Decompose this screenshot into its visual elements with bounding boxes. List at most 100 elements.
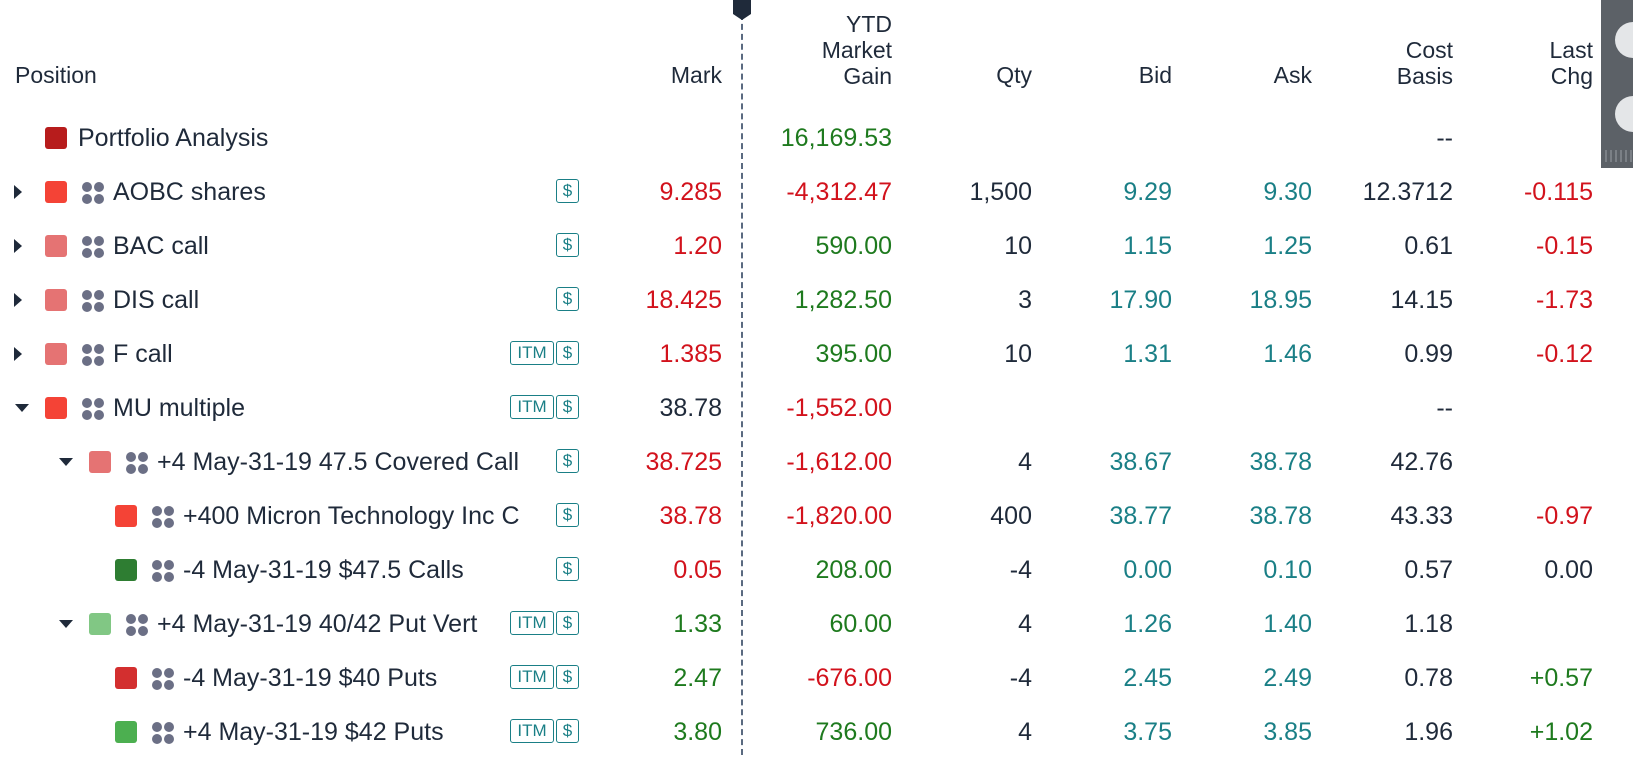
dollar-badge[interactable]: $ <box>556 449 579 473</box>
header-bid[interactable]: Bid <box>1138 62 1172 88</box>
group-icon <box>82 344 104 366</box>
table-row[interactable]: BAC call $ 1.20 590.00 10 1.15 1.25 0.61… <box>0 219 1600 273</box>
header-last-line1: Last <box>1549 37 1593 63</box>
group-icon <box>82 236 104 258</box>
table-row[interactable]: +400 Micron Technology Inc C $ 38.78 -1,… <box>0 489 1600 543</box>
position-name: F call <box>113 340 173 368</box>
side-toolbar <box>1601 0 1633 168</box>
collapse-caret-icon[interactable] <box>56 435 76 489</box>
position-name: -4 May-31-19 $40 Puts <box>183 664 438 692</box>
ask-value: 3.85 <box>1263 718 1312 746</box>
expand-caret-icon[interactable] <box>10 165 30 219</box>
expand-caret-icon[interactable] <box>10 327 30 381</box>
dollar-badge[interactable]: $ <box>556 395 579 419</box>
color-swatch <box>115 559 137 581</box>
mark-value: 2.47 <box>673 664 722 692</box>
header-mark[interactable]: Mark <box>670 62 722 88</box>
cost-basis-value: 43.33 <box>1390 502 1453 530</box>
mark-value: 18.425 <box>645 286 722 314</box>
ytd-gain-value: 60.00 <box>829 610 892 638</box>
table-row[interactable]: -4 May-31-19 $47.5 Calls $ 0.05 208.00 -… <box>0 543 1600 597</box>
frozen-column-divider[interactable] <box>741 14 743 755</box>
group-icon <box>126 452 148 474</box>
ytd-gain-value: -1,612.00 <box>786 448 892 476</box>
group-icon <box>82 398 104 420</box>
header-cost-line1: Cost <box>1405 37 1453 63</box>
table-row[interactable]: +4 May-31-19 40/42 Put Vert ITM $ 1.33 6… <box>0 597 1600 651</box>
dollar-badge[interactable]: $ <box>556 557 579 581</box>
cost-basis-value: 14.15 <box>1390 286 1453 314</box>
table-row[interactable]: Portfolio Analysis 16,169.53 -- <box>0 111 1600 165</box>
copy-icon[interactable] <box>1615 22 1633 58</box>
mark-value: 38.78 <box>659 394 722 422</box>
dollar-badge[interactable]: $ <box>556 341 579 365</box>
ytd-gain-value: 1,282.50 <box>794 286 892 314</box>
header-ask[interactable]: Ask <box>1273 62 1312 88</box>
ytd-gain-value: -676.00 <box>807 664 892 692</box>
position-name: +400 Micron Technology Inc C <box>183 502 520 530</box>
expand-caret-icon[interactable] <box>10 219 30 273</box>
table-row[interactable]: +4 May-31-19 47.5 Covered Call $ 38.725 … <box>0 435 1600 489</box>
header-position[interactable]: Position <box>15 62 97 88</box>
color-swatch <box>45 181 67 203</box>
group-icon <box>152 506 174 528</box>
table-row[interactable]: DIS call $ 18.425 1,282.50 3 17.90 18.95… <box>0 273 1600 327</box>
cost-basis-value: 0.78 <box>1404 664 1453 692</box>
itm-badge[interactable]: ITM <box>510 719 554 743</box>
ask-value: 0.10 <box>1263 556 1312 584</box>
table-row[interactable]: F call ITM $ 1.385 395.00 10 1.31 1.46 0… <box>0 327 1600 381</box>
dollar-badge[interactable]: $ <box>556 503 579 527</box>
cost-basis-value: 12.3712 <box>1362 178 1453 206</box>
ask-value: 9.30 <box>1263 178 1312 206</box>
dollar-badge[interactable]: $ <box>556 665 579 689</box>
collapse-caret-icon[interactable] <box>12 381 32 435</box>
last-chg-value: -0.12 <box>1536 340 1593 368</box>
table-row[interactable]: +4 May-31-19 $42 Puts ITM $ 3.80 736.00 … <box>0 705 1600 759</box>
bid-value: 17.90 <box>1109 286 1172 314</box>
itm-badge[interactable]: ITM <box>510 395 554 419</box>
header-last-chg[interactable]: Last Chg <box>1480 37 1593 89</box>
color-swatch <box>89 613 111 635</box>
divider-handle-icon[interactable] <box>733 0 751 20</box>
dollar-badge[interactable]: $ <box>556 719 579 743</box>
cost-basis-value: 0.61 <box>1404 232 1453 260</box>
header-qty[interactable]: Qty <box>996 62 1032 88</box>
ytd-gain-value: -4,312.47 <box>786 178 892 206</box>
header-cost-basis[interactable]: Cost Basis <box>1330 37 1453 89</box>
bid-value: 0.00 <box>1123 556 1172 584</box>
last-chg-value: -0.115 <box>1523 178 1593 206</box>
group-icon <box>126 614 148 636</box>
header-ytd-line3: Gain <box>843 63 892 89</box>
edit-icon[interactable] <box>1615 96 1633 132</box>
ytd-gain-value: 736.00 <box>815 718 892 746</box>
table-row[interactable]: -4 May-31-19 $40 Puts ITM $ 2.47 -676.00… <box>0 651 1600 705</box>
ask-value: 38.78 <box>1249 502 1312 530</box>
dollar-badge[interactable]: $ <box>556 179 579 203</box>
collapse-caret-icon[interactable] <box>56 597 76 651</box>
ytd-gain-value: 16,169.53 <box>780 124 892 152</box>
header-ytd-market-gain[interactable]: YTD Market Gain <box>760 11 892 89</box>
dollar-badge[interactable]: $ <box>556 233 579 257</box>
ytd-gain-value: -1,552.00 <box>786 394 892 422</box>
table-row[interactable]: AOBC shares $ 9.285 -4,312.47 1,500 9.29… <box>0 165 1600 219</box>
color-swatch <box>89 451 111 473</box>
qty-value: -4 <box>1009 556 1032 584</box>
expand-caret-icon[interactable] <box>10 273 30 327</box>
dollar-badge[interactable]: $ <box>556 611 579 635</box>
itm-badge[interactable]: ITM <box>510 341 554 365</box>
itm-badge[interactable]: ITM <box>510 611 554 635</box>
color-swatch <box>45 289 67 311</box>
position-name: Portfolio Analysis <box>78 124 269 152</box>
ask-value: 1.40 <box>1263 610 1312 638</box>
qty-value: 10 <box>1004 340 1032 368</box>
qty-value: 4 <box>1018 610 1032 638</box>
mark-value: 1.385 <box>659 340 722 368</box>
group-icon <box>152 560 174 582</box>
itm-badge[interactable]: ITM <box>510 665 554 689</box>
dollar-badge[interactable]: $ <box>556 287 579 311</box>
table-row[interactable]: MU multiple ITM $ 38.78 -1,552.00 -- <box>0 381 1600 435</box>
position-name: BAC call <box>113 232 209 260</box>
cost-basis-value: 1.18 <box>1404 610 1453 638</box>
group-icon <box>152 668 174 690</box>
bid-value: 38.77 <box>1109 502 1172 530</box>
